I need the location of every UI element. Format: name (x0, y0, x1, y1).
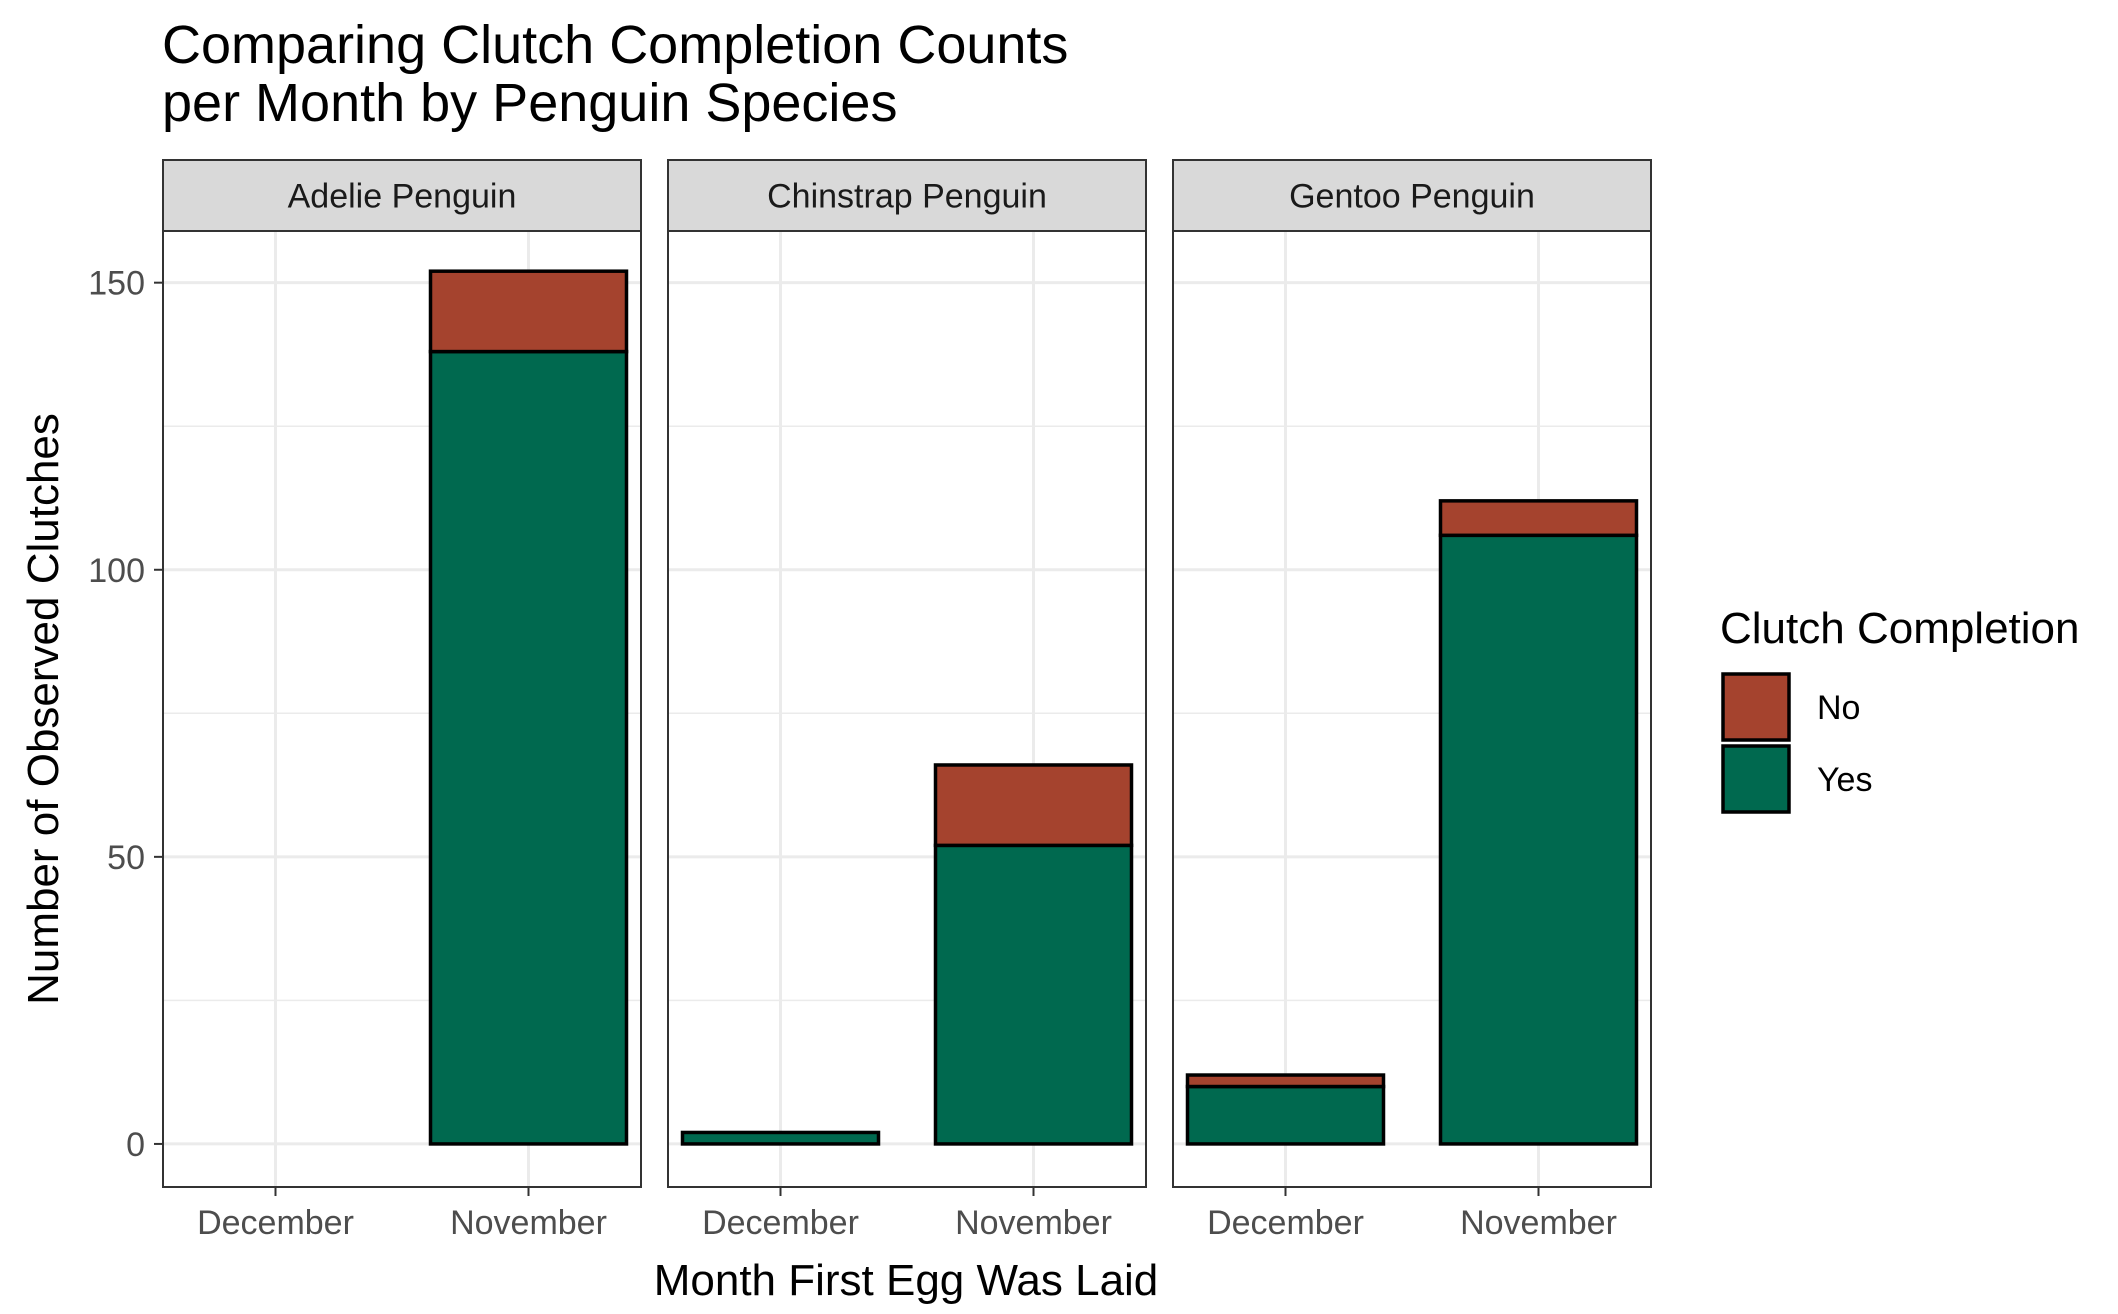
y-tick-label: 50 (107, 839, 145, 877)
bar-yes-november (933, 843, 1134, 1146)
y-tick-label: 100 (88, 552, 145, 590)
bar-no-december (1185, 1073, 1386, 1089)
y-tick-label: 150 (88, 265, 145, 303)
x-tick-label: December (197, 1204, 354, 1242)
x-tick-label: November (1460, 1204, 1617, 1242)
y-tick-label: 0 (126, 1126, 145, 1164)
y-axis-title: Number of Observed Clutches (19, 413, 68, 1005)
bar-yes-november (1438, 533, 1639, 1146)
x-tick-label: November (955, 1204, 1112, 1242)
legend-label-no: No (1817, 689, 1860, 727)
facet-strip (1172, 159, 1652, 232)
legend-key-yes (1721, 744, 1791, 814)
bar-yes-december (680, 1130, 881, 1146)
bar-no-november (428, 269, 629, 354)
x-tick-label: December (1207, 1204, 1364, 1242)
bar-no-november (933, 763, 1134, 848)
chart-title-line-1: Comparing Clutch Completion Counts (162, 15, 1068, 75)
x-axis-title: Month First Egg Was Laid (654, 1256, 1159, 1305)
x-tick-label: December (702, 1204, 859, 1242)
x-tick-label: November (450, 1204, 607, 1242)
bar-no-november (1438, 499, 1639, 538)
facet-strip (162, 159, 642, 232)
facet-label: Gentoo Penguin (1289, 178, 1535, 216)
facet-label: Adelie Penguin (288, 178, 517, 216)
legend-title: Clutch Completion (1720, 604, 2080, 653)
facet-label: Chinstrap Penguin (767, 178, 1047, 216)
bar-yes-december (1185, 1084, 1386, 1146)
bar-yes-november (428, 349, 629, 1146)
facet-strip (667, 159, 1147, 232)
legend-label-yes: Yes (1817, 761, 1872, 799)
legend-key-no (1721, 672, 1791, 742)
chart-title-line-2: per Month by Penguin Species (162, 73, 897, 133)
